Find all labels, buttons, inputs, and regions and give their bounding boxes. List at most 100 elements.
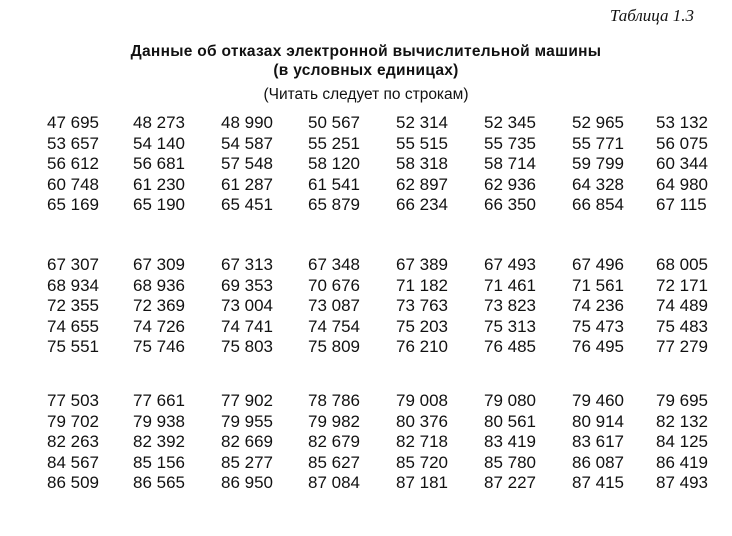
table-cell: 77 503 [47, 391, 99, 410]
table-cell: 62 936 [484, 174, 536, 194]
table-cell: 67 313 [221, 255, 273, 274]
table-row: 77 503 77 661 77 902 78 786 79 008 79 080 79 4… [0, 391, 732, 411]
table-cell: 58 714 [484, 154, 536, 173]
table-cell: 61 541 [308, 174, 360, 194]
table-cell: 76 210 [396, 337, 448, 356]
table-cell: 75 313 [484, 316, 536, 336]
table-cell: 56 612 [47, 154, 99, 173]
table-cell: 79 460 [572, 391, 624, 410]
table-cell: 79 702 [47, 411, 99, 431]
table-cell: 82 263 [47, 432, 99, 451]
table-cell: 76 495 [572, 337, 624, 356]
table-cell: 75 473 [572, 316, 624, 336]
table-cell: 73 004 [221, 296, 273, 315]
table-row: 84 567 85 156 85 277 85 627 85 720 85 780 86 0… [0, 453, 732, 473]
table-cell: 68 005 [656, 255, 708, 274]
table-row: 65 169 65 190 65 451 65 879 66 234 66 350 66 8… [0, 195, 732, 215]
table-cell: 66 350 [484, 195, 536, 214]
table-cell: 77 279 [656, 337, 708, 356]
table-cell: 79 982 [308, 411, 360, 431]
table-cell: 76 485 [484, 337, 536, 356]
table-cell: 80 561 [484, 411, 536, 431]
table-cell: 75 483 [656, 316, 708, 336]
table-cell: 86 509 [47, 473, 99, 492]
table-row: 53 657 54 140 54 587 55 251 55 515 55 735 55 7… [0, 134, 732, 154]
table-cell: 74 489 [656, 296, 708, 315]
table-cell: 87 415 [572, 473, 624, 492]
table-cell: 83 617 [572, 432, 624, 451]
table-cell: 69 353 [221, 275, 273, 295]
table-cell: 85 780 [484, 452, 536, 472]
table-cell: 55 515 [396, 133, 448, 153]
table-cell: 61 287 [221, 174, 273, 194]
table-row: 56 612 56 681 57 548 58 120 58 318 58 714 59 7… [0, 154, 732, 174]
table-cell: 72 355 [47, 296, 99, 315]
table-cell: 60 344 [656, 154, 708, 173]
table-cell: 67 389 [396, 255, 448, 274]
table-cell: 64 980 [656, 174, 708, 194]
table-cell: 82 669 [221, 432, 273, 451]
table-cell: 71 561 [572, 275, 624, 295]
reading-note: (Читать следует по строкам) [263, 86, 469, 103]
table-cell: 84 567 [47, 452, 99, 472]
table-cell: 65 169 [47, 195, 99, 214]
table-cell: 70 676 [308, 275, 360, 295]
table-cell: 79 080 [484, 391, 536, 410]
table-cell: 74 726 [133, 316, 185, 336]
table-cell: 73 823 [484, 296, 536, 315]
table-cell: 67 309 [133, 255, 185, 274]
table-cell: 65 451 [221, 195, 273, 214]
table-cell: 77 902 [221, 391, 273, 410]
table-cell: 74 754 [308, 316, 360, 336]
table-cell: 85 156 [133, 452, 185, 472]
table-cell: 86 419 [656, 452, 708, 472]
table-cell: 79 008 [396, 391, 448, 410]
table-cell: 52 965 [572, 113, 624, 132]
table-cell: 87 181 [396, 473, 448, 492]
table-cell: 75 203 [396, 316, 448, 336]
table-row: 68 934 68 936 69 353 70 676 71 182 71 461 71 5… [0, 276, 732, 296]
table-cell: 67 496 [572, 255, 624, 274]
table-cell: 78 786 [308, 391, 360, 410]
table-cell: 54 587 [221, 133, 273, 153]
table-cell: 67 348 [308, 255, 360, 274]
table-cell: 66 234 [396, 195, 448, 214]
table-cell: 75 746 [133, 337, 185, 356]
table-cell: 74 236 [572, 296, 624, 315]
table-cell: 75 809 [308, 337, 360, 356]
table-cell: 61 230 [133, 174, 185, 194]
table-number-label: Таблица 1.3 [609, 6, 694, 25]
table-cell: 85 720 [396, 452, 448, 472]
table-cell: 64 328 [572, 174, 624, 194]
table-cell: 86 087 [572, 452, 624, 472]
table-cell: 65 190 [133, 195, 185, 214]
table-cell: 83 419 [484, 432, 536, 451]
table-row: 79 702 79 938 79 955 79 982 80 376 80 561 80 9… [0, 412, 732, 432]
table-title-line-1: Данные об отказах электронной вычислител… [130, 43, 602, 60]
table-cell: 48 990 [221, 113, 273, 132]
table-cell: 68 936 [133, 275, 185, 295]
table-cell: 55 771 [572, 133, 624, 153]
table-cell: 74 655 [47, 316, 99, 336]
table-cell: 84 125 [656, 432, 708, 451]
table-cell: 55 735 [484, 133, 536, 153]
table-row: 75 551 75 746 75 803 75 809 76 210 76 485 76 4… [0, 337, 732, 357]
table-cell: 82 679 [308, 432, 360, 451]
table-cell: 47 695 [47, 113, 99, 132]
table-cell: 82 718 [396, 432, 448, 451]
table-cell: 85 627 [308, 452, 360, 472]
table-cell: 56 681 [133, 154, 185, 173]
table-cell: 72 171 [656, 275, 708, 295]
table-cell: 53 657 [47, 133, 99, 153]
table-cell: 58 120 [308, 154, 360, 173]
table-cell: 67 493 [484, 255, 536, 274]
table-cell: 60 748 [47, 174, 99, 194]
table-cell: 48 273 [133, 113, 185, 132]
table-cell: 86 565 [133, 473, 185, 492]
table-cell: 85 277 [221, 452, 273, 472]
table-row: 67 307 67 309 67 313 67 348 67 389 67 493 67 4… [0, 255, 732, 275]
table-row: 47 695 48 273 48 990 50 567 52 314 52 345 52 9… [0, 113, 732, 133]
table-cell: 67 115 [656, 195, 707, 214]
table-cell: 74 741 [221, 316, 273, 336]
table-row: 82 263 82 392 82 669 82 679 82 718 83 419 83 6… [0, 432, 732, 452]
